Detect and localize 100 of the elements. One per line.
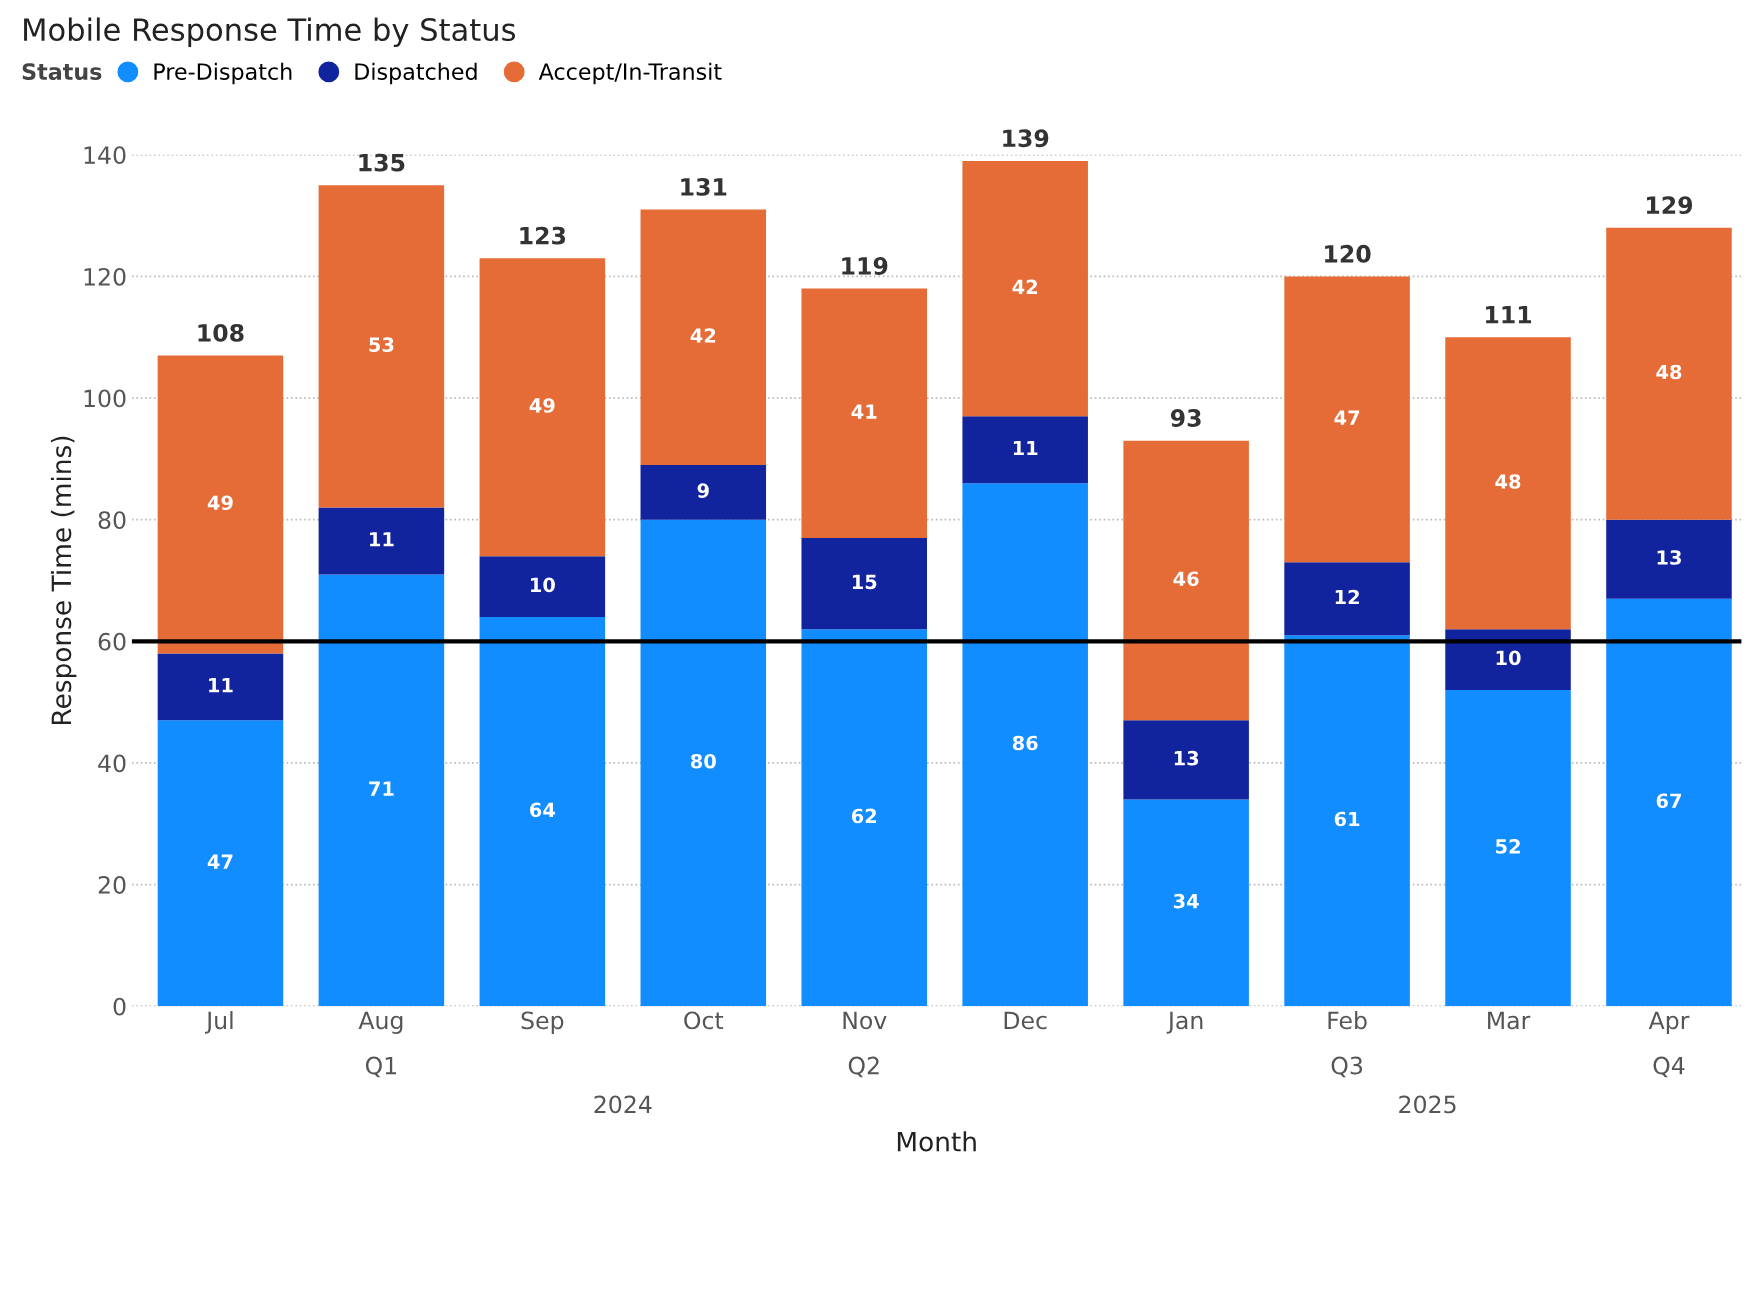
total-label: 135 xyxy=(359,153,405,172)
x-tick-label: Jan xyxy=(1166,1011,1203,1034)
y-tick-label: 140 xyxy=(84,146,126,165)
data-label: 42 xyxy=(1012,279,1038,294)
total-label: 129 xyxy=(1647,196,1693,215)
total-label: 139 xyxy=(1003,129,1049,148)
data-label: 86 xyxy=(1012,735,1038,751)
x-tick-label: Jul xyxy=(204,1011,233,1034)
y-tick-label: 60 xyxy=(98,632,126,651)
bar xyxy=(1284,276,1410,563)
text: Q3 xyxy=(1331,1056,1362,1078)
text: 2025 xyxy=(1399,1095,1456,1114)
bar xyxy=(1123,720,1249,800)
total-label: 119 xyxy=(842,257,888,275)
bar xyxy=(1606,598,1732,1007)
data-label: 53 xyxy=(369,337,394,353)
total-label: 111 xyxy=(1486,306,1532,324)
y-tick-label: 0 xyxy=(113,997,126,1016)
data-label: 13 xyxy=(1174,750,1199,766)
bar xyxy=(801,629,928,1007)
x-axis-title: Month xyxy=(897,1131,976,1152)
bar xyxy=(157,355,284,654)
data-label: 34 xyxy=(1173,893,1199,909)
y-tick-label: 80 xyxy=(98,511,126,529)
data-label: 67 xyxy=(1656,793,1681,809)
legend-label: Dispatched xyxy=(355,62,477,85)
bar xyxy=(318,574,445,1007)
data-label: 42 xyxy=(690,328,716,343)
data-label: 47 xyxy=(1334,410,1360,425)
data-label: 80 xyxy=(690,753,716,769)
data-label: 49 xyxy=(207,495,233,511)
legend-label: Pre-Dispatch xyxy=(154,62,292,85)
x-tick-label: Nov xyxy=(843,1011,887,1030)
bar xyxy=(801,537,928,630)
bar xyxy=(640,209,767,465)
bar xyxy=(479,616,606,1007)
data-label: 11 xyxy=(370,532,394,547)
data-label: 11 xyxy=(209,678,233,693)
x-tick-label: Apr xyxy=(1648,1011,1690,1034)
bar xyxy=(962,160,1088,417)
data-label: 52 xyxy=(1496,839,1520,854)
data-label: 49 xyxy=(529,398,555,413)
legend-title: Status xyxy=(22,63,102,80)
y-axis-title: Response Time (mins) xyxy=(50,436,77,724)
total-label: 93 xyxy=(1170,409,1201,427)
chart-title: Mobile Response Time by Status xyxy=(24,17,516,48)
bar xyxy=(801,288,928,538)
y-tick-label: 40 xyxy=(98,754,126,773)
bar xyxy=(318,507,445,575)
data-label: 48 xyxy=(1656,364,1682,380)
bar xyxy=(962,483,1088,1007)
bar xyxy=(157,720,284,1007)
x-tick-label: Aug xyxy=(358,1011,403,1034)
y-tick-label: 120 xyxy=(84,267,126,286)
x-tick-label: Feb xyxy=(1328,1011,1367,1030)
bar xyxy=(962,416,1088,484)
text: Q1 xyxy=(365,1056,397,1078)
data-label: 9 xyxy=(697,483,709,498)
total-label: 123 xyxy=(520,226,566,245)
total-label: 120 xyxy=(1325,244,1371,263)
data-label: 11 xyxy=(1013,440,1038,456)
x-tick-label: Mar xyxy=(1488,1011,1531,1030)
data-label: 46 xyxy=(1173,571,1199,587)
bar xyxy=(1445,337,1571,630)
bar xyxy=(640,464,767,520)
bar xyxy=(1284,562,1410,636)
data-label: 13 xyxy=(1657,550,1681,565)
bar xyxy=(1445,689,1571,1007)
total-label: 108 xyxy=(198,323,244,342)
y-tick-label: 20 xyxy=(98,876,126,894)
bar xyxy=(1123,799,1249,1007)
bar xyxy=(157,653,284,721)
bar xyxy=(479,258,606,557)
x-tick-label: Dec xyxy=(1004,1011,1047,1030)
data-label: 61 xyxy=(1334,811,1360,827)
bar xyxy=(640,519,767,1007)
data-label: 47 xyxy=(207,854,233,869)
data-label: 62 xyxy=(851,808,877,824)
data-label: 48 xyxy=(1495,474,1521,489)
text: 2024 xyxy=(594,1095,652,1114)
bar xyxy=(1123,440,1249,721)
bar xyxy=(479,556,606,617)
y-tick-label: 100 xyxy=(84,389,126,408)
legend-label: Accept/In-Transit xyxy=(538,62,722,85)
data-label: 41 xyxy=(851,404,877,419)
total-label: 131 xyxy=(681,177,727,196)
text: Q4 xyxy=(1653,1056,1685,1078)
bar xyxy=(1445,629,1571,690)
bar xyxy=(318,185,445,508)
data-label: 71 xyxy=(369,781,394,796)
data-label: 10 xyxy=(531,577,555,593)
x-tick-label: Oct xyxy=(684,1011,724,1030)
data-label: 15 xyxy=(852,574,877,590)
data-label: 64 xyxy=(530,802,555,818)
bar xyxy=(1606,227,1732,520)
bar xyxy=(1606,519,1732,599)
bar xyxy=(1284,635,1410,1007)
data-label: 10 xyxy=(1496,650,1521,666)
text: Q2 xyxy=(848,1056,879,1078)
data-label: 12 xyxy=(1335,589,1359,605)
